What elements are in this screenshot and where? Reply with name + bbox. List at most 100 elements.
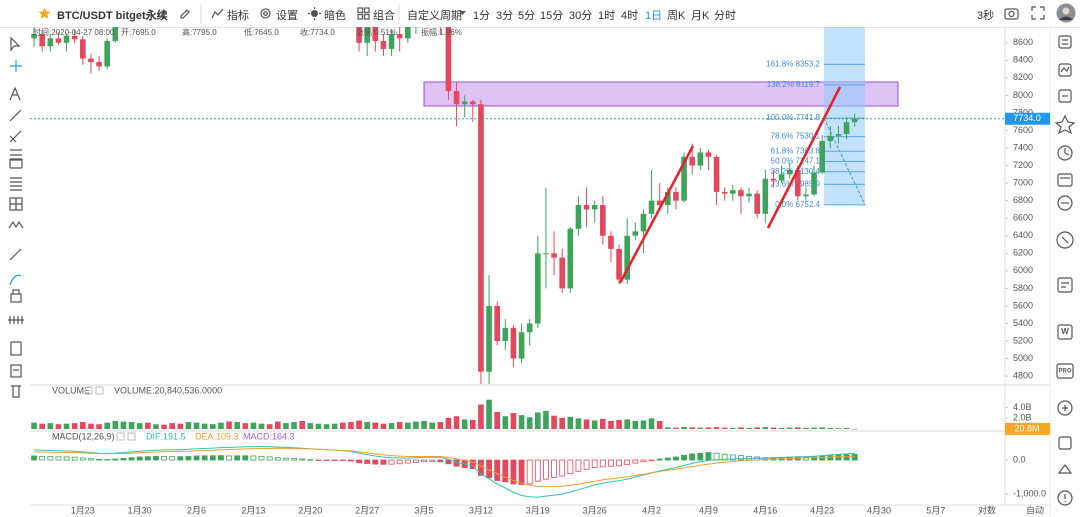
avatar[interactable] <box>1056 3 1076 23</box>
star-icon[interactable] <box>38 7 51 20</box>
settings-icon[interactable] <box>259 7 272 20</box>
volume-bar <box>632 421 639 429</box>
macd-bar <box>567 459 574 475</box>
x-tick-label: 4月16 <box>753 505 777 515</box>
volume-tag-label: 20.8M <box>1014 423 1039 433</box>
candle-body <box>494 305 500 342</box>
tool[interactable]: 组合 <box>373 10 395 22</box>
x-tick-label: 1月23 <box>71 505 95 515</box>
candle-body <box>567 228 574 289</box>
candle-body <box>543 253 549 255</box>
volume-bar <box>827 427 834 429</box>
period[interactable]: 3分 <box>496 10 514 22</box>
period-menu[interactable]: 自定义周期 <box>407 10 462 22</box>
panel-button[interactable] <box>116 432 125 441</box>
volume-bar <box>136 423 143 429</box>
period[interactable]: 周K <box>667 10 686 22</box>
volume-bar <box>470 419 476 429</box>
drawing-tools[interactable] <box>8 36 24 398</box>
camera-icon[interactable] <box>1004 6 1019 20</box>
volume-bar <box>656 421 663 429</box>
candle-body <box>705 152 712 157</box>
candle-body <box>63 35 70 43</box>
tool[interactable]: 设置 <box>276 10 298 22</box>
macd-bar <box>396 459 403 465</box>
volume-bar <box>250 422 257 429</box>
macd-bar <box>721 453 728 461</box>
panel-button[interactable] <box>127 432 136 441</box>
candle-body <box>632 231 639 236</box>
auto-toggle[interactable]: 自动 <box>1026 504 1044 515</box>
log-toggle[interactable]: 对数 <box>978 504 996 515</box>
period[interactable]: 30分 <box>569 10 593 22</box>
last-price-tag <box>1005 112 1050 125</box>
macd-bar <box>201 455 208 461</box>
candle-body <box>575 205 582 229</box>
candle-body <box>112 27 119 42</box>
candle-body <box>129 0 135 3</box>
volume-bar <box>299 421 305 429</box>
symbol[interactable]: BTC/USDT bitget永续 <box>57 10 168 22</box>
volume-bar <box>502 416 509 429</box>
candle-body <box>421 0 427 16</box>
edit-icon[interactable] <box>180 9 190 19</box>
indicator-icon[interactable] <box>211 7 224 20</box>
y-tick-label: 8000 <box>1013 90 1033 100</box>
macd-bar <box>177 456 184 461</box>
theme-icon[interactable] <box>308 7 321 20</box>
macd-bar <box>648 459 655 461</box>
y-tick-label: 4.0B <box>1013 402 1032 412</box>
volume-bar <box>567 416 574 429</box>
x-tick-label: 2月20 <box>298 505 322 515</box>
macd-bar <box>88 458 94 461</box>
candle-body <box>526 323 533 333</box>
x-tick-label: 4月30 <box>867 505 891 515</box>
period[interactable]: 5分 <box>518 10 536 22</box>
period[interactable]: 1日 <box>645 10 663 22</box>
trend-line[interactable] <box>618 145 695 284</box>
sidebar-label[interactable]: PRO <box>1058 369 1071 375</box>
x-tick-label: 4月2 <box>642 505 661 515</box>
sidebar-icons[interactable] <box>1054 35 1076 506</box>
period[interactable]: 1分 <box>473 10 491 22</box>
y-tick-label: 0.0 <box>1013 454 1026 464</box>
caret[interactable] <box>459 11 466 16</box>
y-tick-label: 6400 <box>1013 230 1033 240</box>
right-sidebar: W PRO <box>1050 28 1076 517</box>
sidebar-label[interactable]: W <box>1061 327 1069 336</box>
refresh[interactable]: 3秒 <box>977 10 995 22</box>
fib-label: 78.6% 7530.1 <box>771 132 821 141</box>
info: 收:7734.0 <box>300 27 335 37</box>
volume-bar <box>153 424 159 429</box>
fib-box[interactable] <box>824 27 865 205</box>
volume-bar <box>835 428 842 429</box>
volume-bar <box>851 428 858 430</box>
macd-bar <box>209 455 216 461</box>
fullscreen-icon[interactable] <box>1031 6 1045 20</box>
tool[interactable]: 暗色 <box>324 10 346 22</box>
y-tick-label: 8200 <box>1013 72 1033 82</box>
tool[interactable]: 指标 <box>227 10 249 22</box>
period[interactable]: 分时 <box>714 10 736 22</box>
panel-button[interactable] <box>95 386 104 395</box>
macd-bar <box>843 454 850 461</box>
chart: 161.8% 8353.2 138.2% 8119.7 100.0% 7741.8 7… <box>30 0 1050 515</box>
macd-bar <box>673 456 679 461</box>
layout-icon[interactable] <box>357 7 370 20</box>
panel-button[interactable] <box>84 386 93 395</box>
macd-bar <box>664 457 671 461</box>
macd-bar <box>835 454 842 461</box>
period[interactable]: 月K <box>691 10 710 22</box>
trend-line[interactable] <box>766 86 842 229</box>
volume-bar <box>234 422 240 429</box>
period[interactable]: 1时 <box>598 10 616 22</box>
candle-body <box>551 253 557 258</box>
volume-bar <box>600 418 606 429</box>
x-tick-label: 3月12 <box>469 505 493 515</box>
macd-bar <box>453 459 460 467</box>
period[interactable]: 15分 <box>540 10 564 22</box>
volume-bar <box>128 422 135 429</box>
zone-rect[interactable] <box>423 81 899 107</box>
period[interactable]: 4时 <box>621 10 639 22</box>
macd-bar <box>575 459 582 472</box>
